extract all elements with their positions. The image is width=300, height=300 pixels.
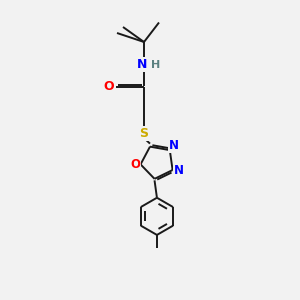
Text: O: O [130, 158, 140, 171]
Text: S: S [140, 127, 148, 140]
Text: O: O [103, 80, 114, 94]
Text: H: H [151, 59, 160, 70]
Text: N: N [174, 164, 184, 176]
Text: N: N [169, 139, 179, 152]
Text: N: N [137, 58, 148, 71]
